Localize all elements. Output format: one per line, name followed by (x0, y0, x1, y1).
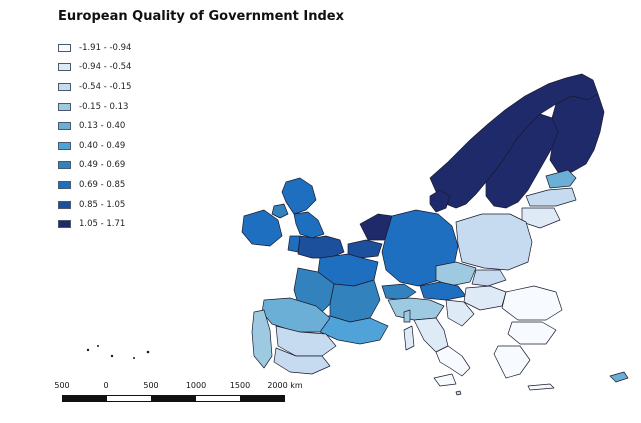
region-italy-south (435, 345, 471, 377)
region-scotland (281, 177, 317, 215)
region-hungary (463, 285, 507, 311)
legend-swatch (58, 200, 71, 209)
region-england-north (293, 211, 325, 239)
region-austria (419, 281, 467, 301)
legend-swatch (58, 122, 71, 131)
region-estonia (545, 169, 577, 189)
scale-label: 500 (143, 381, 159, 390)
region-lithuania (521, 207, 561, 229)
region-italy-north (387, 297, 445, 321)
scale-label: 0 (103, 381, 109, 390)
outlying-island (110, 354, 114, 358)
region-corsica (403, 309, 411, 323)
region-cyprus (609, 371, 629, 383)
region-spain-south (273, 347, 331, 375)
region-crete (527, 383, 555, 391)
scale-segment (195, 396, 240, 401)
scale-label: 1000 (185, 381, 207, 390)
legend-item: 0.40 - 0.49 (58, 136, 131, 156)
scale-segment (107, 396, 152, 401)
legend: -1.91 - -0.94 -0.94 - -0.54 -0.54 - -0.1… (58, 38, 131, 234)
legend-item: -0.54 - -0.15 (58, 77, 131, 97)
legend-item: 0.13 - 0.40 (58, 116, 131, 136)
region-france-center (329, 279, 381, 323)
scale-segment (151, 396, 196, 401)
legend-swatch (58, 82, 71, 91)
region-portugal (251, 309, 273, 369)
outlying-island (86, 348, 90, 352)
legend-label: 0.49 - 0.69 (79, 160, 126, 171)
legend-swatch (58, 161, 71, 170)
region-slovenia-croatia (445, 299, 475, 327)
scale-label: 1500 (229, 381, 251, 390)
region-england-south (297, 235, 345, 259)
scale-label: 2000 km (267, 381, 303, 390)
scale-bar-track (62, 395, 285, 402)
region-spain-center (275, 325, 337, 357)
legend-label: -0.54 - -0.15 (79, 81, 132, 92)
scale-label: 500 (54, 381, 70, 390)
legend-item: 0.69 - 0.85 (58, 175, 131, 195)
scale-bar: 500 0 500 1000 1500 2000 km (54, 381, 303, 409)
region-greece (493, 345, 531, 379)
region-wales (287, 235, 301, 253)
region-northern-ireland (271, 203, 289, 219)
legend-swatch (58, 43, 71, 52)
legend-item: 1.05 - 1.71 (58, 214, 131, 234)
legend-swatch (58, 102, 71, 111)
region-sardinia (403, 325, 415, 351)
region-poland (455, 213, 533, 271)
legend-item: -0.15 - 0.13 (58, 97, 131, 117)
scale-segment (239, 396, 285, 401)
legend-label: 0.85 - 1.05 (79, 199, 126, 210)
region-italy-center (413, 317, 449, 353)
legend-swatch (58, 220, 71, 229)
legend-label: 0.13 - 0.40 (79, 121, 126, 132)
legend-label: 1.05 - 1.71 (79, 219, 126, 230)
region-malta (455, 390, 462, 396)
outlying-island (97, 345, 99, 347)
legend-label: -0.15 - 0.13 (79, 101, 129, 112)
region-france-south (317, 315, 389, 345)
region-switzerland (381, 283, 417, 301)
region-romania (501, 285, 563, 321)
legend-item: 0.85 - 1.05 (58, 195, 131, 215)
region-slovakia (471, 269, 507, 287)
region-finland (549, 93, 605, 173)
legend-item: 0.49 - 0.69 (58, 156, 131, 176)
legend-swatch (58, 141, 71, 150)
legend-label: 0.40 - 0.49 (79, 140, 126, 151)
region-bulgaria (507, 321, 557, 345)
region-sicily (433, 373, 457, 387)
legend-swatch (58, 180, 71, 189)
region-czechia (435, 261, 477, 287)
region-denmark (429, 189, 451, 213)
legend-item: -0.94 - -0.54 (58, 58, 131, 78)
map-title: European Quality of Government Index (58, 9, 344, 24)
legend-label: -1.91 - -0.94 (79, 42, 132, 53)
legend-label: 0.69 - 0.85 (79, 179, 126, 190)
region-latvia (525, 187, 577, 207)
legend-swatch (58, 63, 71, 72)
legend-item: -1.91 - -0.94 (58, 38, 131, 58)
outlying-island (133, 357, 135, 359)
region-ireland (241, 209, 283, 247)
scale-segment (63, 396, 108, 401)
outlying-island (146, 350, 150, 354)
legend-label: -0.94 - -0.54 (79, 62, 132, 73)
